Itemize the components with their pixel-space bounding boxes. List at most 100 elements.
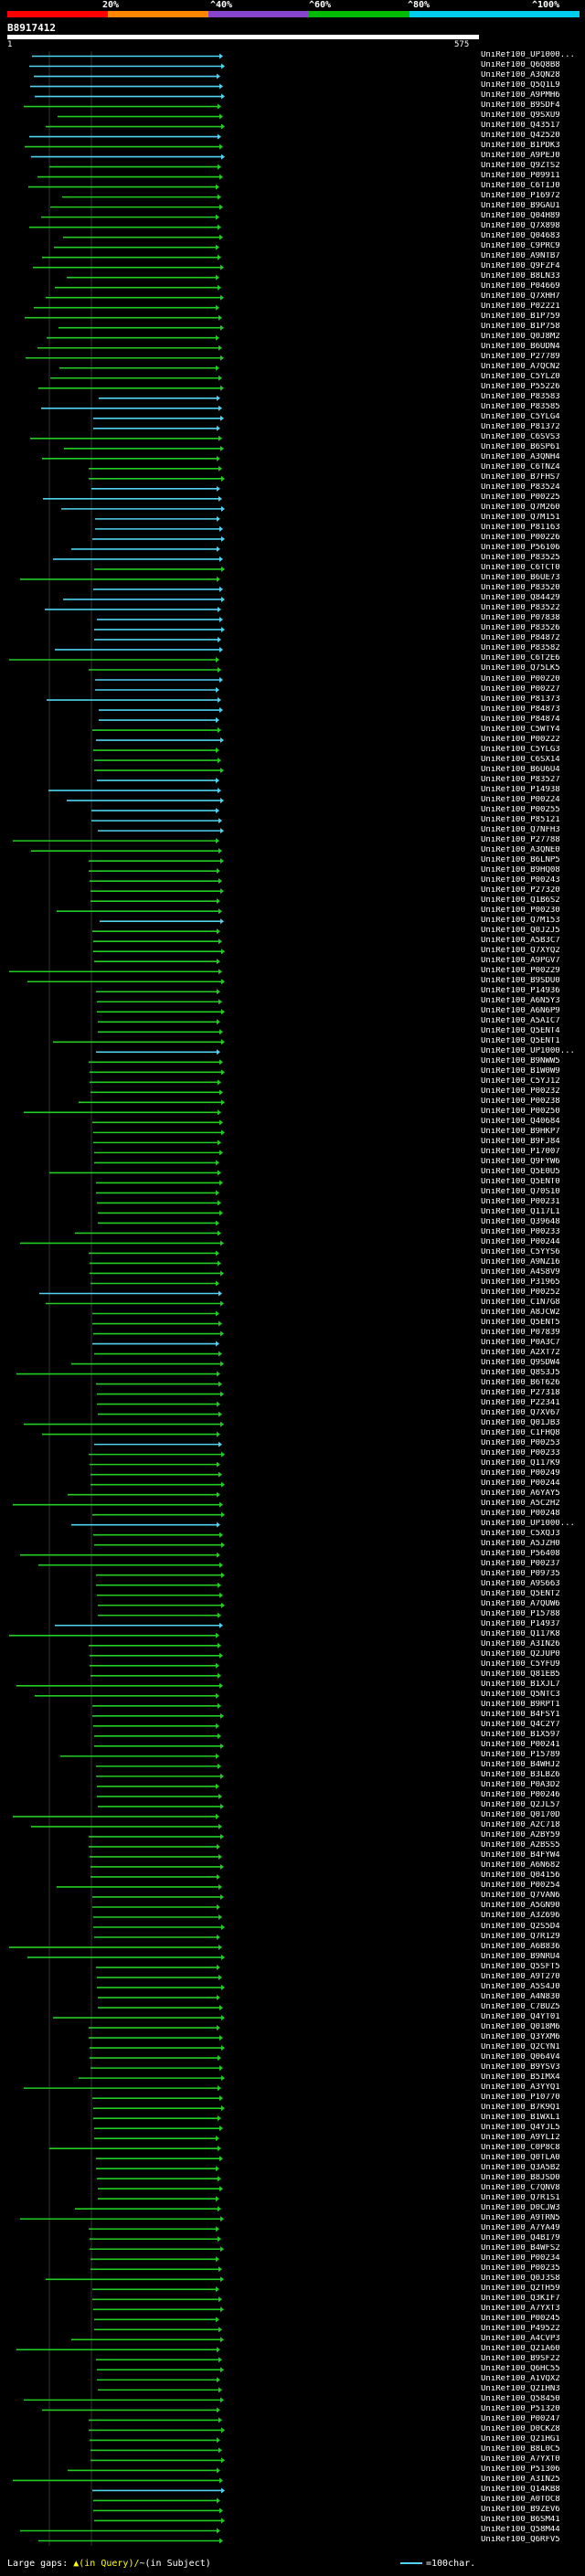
hit-label[interactable]: UniRef100_Q04H89 <box>481 212 560 221</box>
hit-label[interactable]: UniRef100_Q9FZF4 <box>481 262 560 271</box>
hit-label[interactable]: UniRef100_B8L0C5 <box>481 2444 560 2454</box>
hit-label[interactable]: UniRef100_Q9SDW4 <box>481 1359 560 1368</box>
hit-label[interactable]: UniRef100_P00241 <box>481 1741 560 1750</box>
hit-label[interactable]: UniRef100_P15789 <box>481 1751 560 1760</box>
hit-label[interactable]: UniRef100_Q84429 <box>481 594 560 603</box>
hit-label[interactable]: UniRef100_A9NZ16 <box>481 1257 560 1267</box>
hit-label[interactable]: UniRef100_P09911 <box>481 172 560 181</box>
hit-label[interactable]: UniRef100_A6N5Y3 <box>481 996 560 1005</box>
hit-label[interactable]: UniRef100_P00231 <box>481 1197 560 1206</box>
hit-label[interactable]: UniRef100_P27788 <box>481 835 560 844</box>
hit-label[interactable]: UniRef100_A9S663 <box>481 1580 560 1589</box>
hit-label[interactable]: UniRef100_Q064V4 <box>481 2052 560 2062</box>
hit-label[interactable]: UniRef100_Q04156 <box>481 1871 560 1881</box>
hit-label[interactable]: UniRef100_Q70S10 <box>481 1187 560 1196</box>
hit-label[interactable]: UniRef100_Q5Q1L9 <box>481 81 560 90</box>
hit-label[interactable]: UniRef100_B9RPT1 <box>481 1701 560 1710</box>
hit-label[interactable]: UniRef100_P15788 <box>481 1610 560 1619</box>
hit-label[interactable]: UniRef100_B6UE73 <box>481 574 560 583</box>
hit-label[interactable]: UniRef100_B8LN33 <box>481 272 560 281</box>
hit-label[interactable]: UniRef100_Q0J8M2 <box>481 333 560 342</box>
hit-label[interactable]: UniRef100_Q7VAN6 <box>481 1892 560 1901</box>
hit-label[interactable]: UniRef100_B9ZEV6 <box>481 2505 560 2514</box>
hit-label[interactable]: UniRef100_P00238 <box>481 1097 560 1106</box>
hit-label[interactable]: UniRef100_P00249 <box>481 1469 560 1479</box>
hit-label[interactable]: UniRef100_Q7M151 <box>481 514 560 523</box>
hit-label[interactable]: UniRef100_B1W0W9 <box>481 1066 560 1076</box>
hit-label[interactable]: UniRef100_Q58450 <box>481 2394 560 2403</box>
hit-label[interactable]: UniRef100_Q4BI79 <box>481 2233 560 2242</box>
hit-label[interactable]: UniRef100_Q5E0U5 <box>481 1167 560 1176</box>
hit-label[interactable]: UniRef100_Q5SFT5 <box>481 1962 560 1971</box>
hit-label[interactable]: UniRef100_P27318 <box>481 1389 560 1398</box>
hit-label[interactable]: UniRef100_Q4C2Y7 <box>481 1721 560 1730</box>
hit-label[interactable]: UniRef100_A3Z696 <box>481 1912 560 1921</box>
hit-label[interactable]: UniRef100_C6TCT0 <box>481 564 560 573</box>
hit-label[interactable]: UniRef100_Q75LK5 <box>481 664 560 673</box>
hit-label[interactable]: UniRef100_C9PRC9 <box>481 242 560 251</box>
hit-label[interactable]: UniRef100_Q81EB5 <box>481 1670 560 1680</box>
hit-label[interactable]: UniRef100_B4FYW4 <box>481 1851 560 1860</box>
hit-label[interactable]: UniRef100_Q2JUP0 <box>481 1650 560 1659</box>
hit-label[interactable]: UniRef100_C5YLG4 <box>481 413 560 422</box>
hit-label[interactable]: UniRef100_C1FHQ8 <box>481 1429 560 1438</box>
hit-label[interactable]: UniRef100_B5IMX4 <box>481 2072 560 2082</box>
hit-label[interactable]: UniRef100_P84872 <box>481 634 560 643</box>
hit-label[interactable]: UniRef100_A0TOC8 <box>481 2495 560 2504</box>
hit-label[interactable]: UniRef100_P00225 <box>481 493 560 503</box>
hit-label[interactable]: UniRef100_Q7R129 <box>481 1932 560 1941</box>
hit-label[interactable]: UniRef100_Q3A5B2 <box>481 2163 560 2172</box>
hit-label[interactable]: UniRef100_B9SDF4 <box>481 101 560 111</box>
hit-label[interactable]: UniRef100_B4FSY1 <box>481 1711 560 1720</box>
hit-label[interactable]: UniRef100_A6YAY5 <box>481 1489 560 1499</box>
hit-label[interactable]: UniRef100_UP1000... <box>481 51 575 59</box>
hit-label[interactable]: UniRef100_P83583 <box>481 393 560 402</box>
hit-label[interactable]: UniRef100_B1P758 <box>481 323 560 332</box>
hit-label[interactable]: UniRef100_Q9FYW6 <box>481 1157 560 1166</box>
hit-label[interactable]: UniRef100_C5YLG3 <box>481 745 560 754</box>
hit-label[interactable]: UniRef100_C7QNV8 <box>481 2183 560 2192</box>
hit-label[interactable]: UniRef100_A3YYQ1 <box>481 2083 560 2092</box>
hit-label[interactable]: UniRef100_Q7M153 <box>481 916 560 925</box>
hit-label[interactable]: UniRef100_P14937 <box>481 1620 560 1629</box>
hit-label[interactable]: UniRef100_A5B3C7 <box>481 936 560 945</box>
hit-label[interactable]: UniRef100_Q7XV67 <box>481 1409 560 1418</box>
hit-label[interactable]: UniRef100_P00237 <box>481 1560 560 1569</box>
hit-label[interactable]: UniRef100_P56408 <box>481 1550 560 1559</box>
hit-label[interactable]: UniRef100_Q7M260 <box>481 504 560 513</box>
hit-label[interactable]: UniRef100_P81372 <box>481 423 560 432</box>
hit-label[interactable]: UniRef100_P09735 <box>481 1570 560 1579</box>
hit-label[interactable]: UniRef100_Q4YT01 <box>481 2012 560 2021</box>
hit-label[interactable]: UniRef100_P83520 <box>481 584 560 593</box>
hit-label[interactable]: UniRef100_Q117L1 <box>481 1207 560 1216</box>
hit-label[interactable]: UniRef100_C5WTY4 <box>481 725 560 734</box>
hit-label[interactable]: UniRef100_C6T2E6 <box>481 654 560 663</box>
hit-label[interactable]: UniRef100_P56106 <box>481 544 560 553</box>
hit-label[interactable]: UniRef100_C5YLZ0 <box>481 373 560 382</box>
hit-label[interactable]: UniRef100_Q2CYN1 <box>481 2042 560 2051</box>
hit-label[interactable]: UniRef100_P00254 <box>481 1882 560 1891</box>
hit-label[interactable]: UniRef100_Q2S5D4 <box>481 1922 560 1931</box>
hit-label[interactable]: UniRef100_Q0J2J5 <box>481 926 560 935</box>
hit-label[interactable]: UniRef100_P83525 <box>481 554 560 563</box>
hit-label[interactable]: UniRef100_P55226 <box>481 383 560 392</box>
hit-label[interactable]: UniRef100_B1XJL7 <box>481 1680 560 1690</box>
hit-label[interactable]: UniRef100_Q5ENT4 <box>481 1026 560 1035</box>
hit-label[interactable]: UniRef100_P00235 <box>481 2263 560 2273</box>
hit-label[interactable]: UniRef100_C6SVS3 <box>481 433 560 442</box>
hit-label[interactable]: UniRef100_Q5ENT2 <box>481 1590 560 1599</box>
hit-label[interactable]: UniRef100_A3IN25 <box>481 2475 560 2484</box>
hit-label[interactable]: UniRef100_Q7X898 <box>481 222 560 231</box>
hit-label[interactable]: UniRef100_B9SDU0 <box>481 976 560 985</box>
hit-label[interactable]: UniRef100_D0CKZ8 <box>481 2424 560 2433</box>
hit-label[interactable]: UniRef100_A9YLI2 <box>481 2133 560 2142</box>
hit-label[interactable]: UniRef100_UP1000... <box>481 1046 575 1055</box>
hit-label[interactable]: UniRef100_Q9SXU9 <box>481 111 560 121</box>
hit-label[interactable]: UniRef100_P00226 <box>481 534 560 543</box>
hit-label[interactable]: UniRef100_P27320 <box>481 885 560 895</box>
hit-label[interactable]: UniRef100_P04669 <box>481 282 560 292</box>
hit-label[interactable]: UniRef100_P83524 <box>481 483 560 493</box>
hit-label[interactable]: UniRef100_Q04683 <box>481 232 560 241</box>
hit-label[interactable]: UniRef100_Q2TH59 <box>481 2284 560 2293</box>
hit-label[interactable]: UniRef100_Q5ENT0 <box>481 1177 560 1186</box>
